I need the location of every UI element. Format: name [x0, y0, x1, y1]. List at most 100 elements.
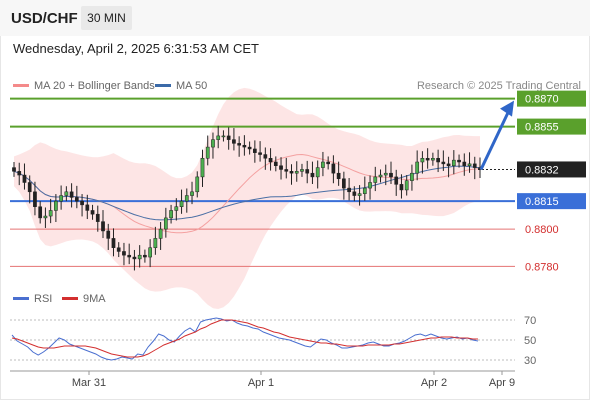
candle-body — [101, 221, 105, 232]
candle-body — [137, 254, 142, 260]
candle-body — [12, 167, 16, 172]
candle — [362, 176, 367, 201]
candle-body — [116, 247, 121, 252]
candle-body — [305, 169, 310, 174]
candle-body — [153, 238, 158, 248]
candle-body — [200, 158, 205, 178]
research-credit: Research © 2025 Trading Central — [416, 80, 581, 92]
candle — [232, 128, 236, 151]
candle-body — [446, 163, 451, 166]
candle — [122, 242, 126, 266]
candle — [111, 228, 116, 257]
candles-layer — [12, 125, 482, 271]
candle — [467, 152, 472, 173]
candle-body — [226, 135, 231, 140]
candle — [368, 175, 372, 200]
candle-body — [17, 171, 22, 176]
level-tag-0.8815 — [517, 193, 586, 210]
candle-body — [389, 172, 393, 178]
candle — [38, 201, 43, 224]
candle-body — [472, 163, 477, 168]
candle-body — [143, 254, 147, 258]
candle-body — [195, 176, 200, 193]
x-tick-label: Apr 1 — [248, 377, 274, 389]
projection-arrow-layer — [479, 100, 514, 171]
candle — [300, 163, 304, 177]
candle — [279, 157, 283, 180]
candle-body — [258, 152, 262, 155]
candle — [80, 194, 84, 217]
candle — [43, 207, 48, 228]
candle-body — [64, 191, 69, 196]
candle — [137, 245, 142, 268]
ma50-swatch — [155, 83, 171, 87]
candle-body — [27, 182, 32, 193]
candle — [472, 156, 477, 180]
candle — [294, 161, 299, 182]
candle — [457, 154, 461, 168]
ma9-swatch — [62, 296, 78, 300]
candle-body — [326, 161, 331, 165]
candle-body — [462, 161, 467, 166]
candle — [101, 210, 105, 239]
candle-body — [205, 146, 210, 159]
candle — [258, 141, 262, 162]
candle — [378, 169, 383, 183]
level-label-0.8870: 0.8870 — [525, 94, 559, 106]
candle-body — [95, 213, 100, 222]
candle-body — [169, 210, 173, 219]
candle — [284, 157, 289, 179]
candle-body — [441, 161, 446, 165]
candle — [211, 132, 215, 159]
candle — [22, 163, 27, 190]
candle-body — [362, 187, 367, 194]
candle-body — [90, 210, 95, 215]
candle — [263, 147, 268, 170]
bollinger-bands-layer — [14, 87, 480, 310]
level-label-0.8815: 0.8815 — [525, 196, 559, 208]
candle-body — [352, 191, 357, 196]
candle — [331, 155, 336, 184]
level-label-0.8800: 0.8800 — [525, 224, 559, 236]
candle-body — [148, 247, 152, 258]
candle-body — [336, 172, 341, 180]
candle-body — [237, 143, 241, 146]
candle-body — [321, 161, 325, 168]
candle-body — [263, 154, 268, 159]
candle — [33, 181, 37, 216]
timeframe-button[interactable]: 30 MIN — [81, 6, 132, 30]
candle — [326, 156, 331, 170]
candle-body — [373, 176, 378, 183]
level-tag-0.8870 — [517, 90, 586, 107]
ma20-label: MA 20 + Bollinger Bands — [34, 80, 155, 92]
candle-body — [394, 176, 399, 185]
candle — [74, 185, 79, 209]
candle-body — [48, 210, 53, 217]
candle — [184, 188, 189, 213]
candle-body — [221, 135, 226, 138]
candle — [95, 205, 100, 232]
candle — [268, 148, 273, 171]
bollinger-band-area — [14, 87, 480, 310]
candle-body — [247, 146, 252, 150]
candle — [321, 151, 325, 177]
candle-body — [378, 174, 383, 178]
candle — [216, 125, 221, 149]
candle — [404, 175, 409, 196]
legend-rsi: RSI — [13, 293, 52, 305]
candle-body — [106, 230, 111, 239]
candle-body — [315, 167, 320, 178]
candle — [205, 135, 210, 166]
candle — [226, 127, 231, 150]
x-axis: Mar 31 Apr 1 Apr 2 Apr 9 — [10, 370, 515, 389]
candle-body — [253, 148, 257, 153]
candle-body — [300, 169, 304, 172]
candle — [85, 194, 90, 220]
candle-body — [294, 171, 299, 174]
timestamp: Wednesday, April 2, 2025 6:31:53 AM CET — [13, 41, 259, 56]
candle — [90, 204, 95, 220]
rsi-tick-50: 50 — [524, 335, 536, 347]
candle — [310, 161, 315, 184]
level-label-0.8855: 0.8855 — [525, 122, 559, 134]
candle — [48, 198, 53, 224]
